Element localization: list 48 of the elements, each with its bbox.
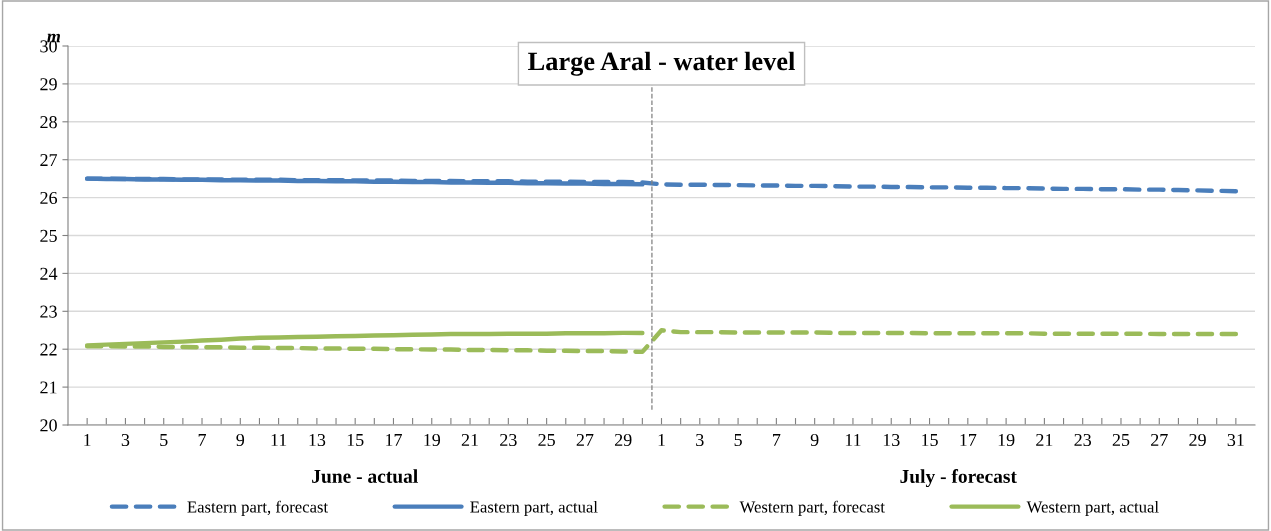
x-tick-label: 11 [271, 433, 287, 446]
x-tick-label: 27 [1151, 433, 1168, 446]
x-tick-label: 7 [773, 434, 781, 446]
x-tick-label: 27 [576, 433, 594, 446]
legend-label: Western part, actual [1026, 500, 1159, 516]
x-tick-label: 31 [1227, 433, 1244, 447]
y-tick-label: 25 [40, 229, 57, 242]
x-tick-label: 9 [810, 433, 819, 447]
y-tick-label: 24 [40, 267, 58, 280]
y-tick-label: 27 [40, 154, 58, 166]
x-tick-label: 5 [160, 434, 168, 447]
x-tick-label: 19 [998, 433, 1015, 447]
y-tick-label: 28 [40, 116, 57, 129]
legend-label: Eastern part, actual [470, 500, 598, 516]
y-tick-label: 20 [40, 419, 57, 432]
x-tick-label: 15 [347, 433, 364, 447]
x-tick-label: 17 [960, 433, 977, 446]
x-tick-label: 7 [198, 434, 207, 446]
x-tick-label: 29 [1189, 433, 1206, 447]
x-tick-label: 19 [424, 433, 441, 447]
x-tick-label: 29 [614, 433, 632, 447]
y-tick-label: 21 [40, 381, 57, 394]
y-tick-label: 22 [40, 343, 57, 356]
x-tick-label: 13 [309, 433, 326, 447]
x-tick-label: 13 [883, 433, 900, 447]
x-tick-label: 5 [734, 434, 742, 447]
x-tick-label: 11 [845, 433, 861, 446]
x-tick-label: 1 [658, 433, 665, 446]
x-tick-label: 21 [461, 433, 478, 446]
text: June - actual [312, 469, 418, 483]
x-tick-label: 3 [121, 433, 130, 447]
legend-label: Eastern part, forecast [187, 500, 328, 516]
y-tick-label: 23 [40, 305, 57, 318]
y-tick-label: 26 [40, 191, 58, 205]
x-tick-label: 25 [538, 433, 555, 447]
y-tick-label: 29 [40, 78, 57, 91]
x-tick-label: 23 [1074, 433, 1092, 447]
chart-title: Large Aral - water level [528, 51, 795, 76]
x-tick-label: 15 [922, 433, 938, 447]
x-tick-label: 3 [696, 433, 704, 447]
x-tick-label: 23 [500, 433, 517, 447]
legend-label: Western part, forecast [739, 500, 885, 516]
text: July - forecast [900, 469, 1017, 487]
x-tick-label: 25 [1112, 433, 1130, 447]
x-tick-label: 9 [236, 433, 245, 447]
x-tick-label: 21 [1036, 433, 1053, 446]
x-tick-label: 1 [84, 433, 91, 446]
x-tick-label: 17 [386, 433, 402, 446]
